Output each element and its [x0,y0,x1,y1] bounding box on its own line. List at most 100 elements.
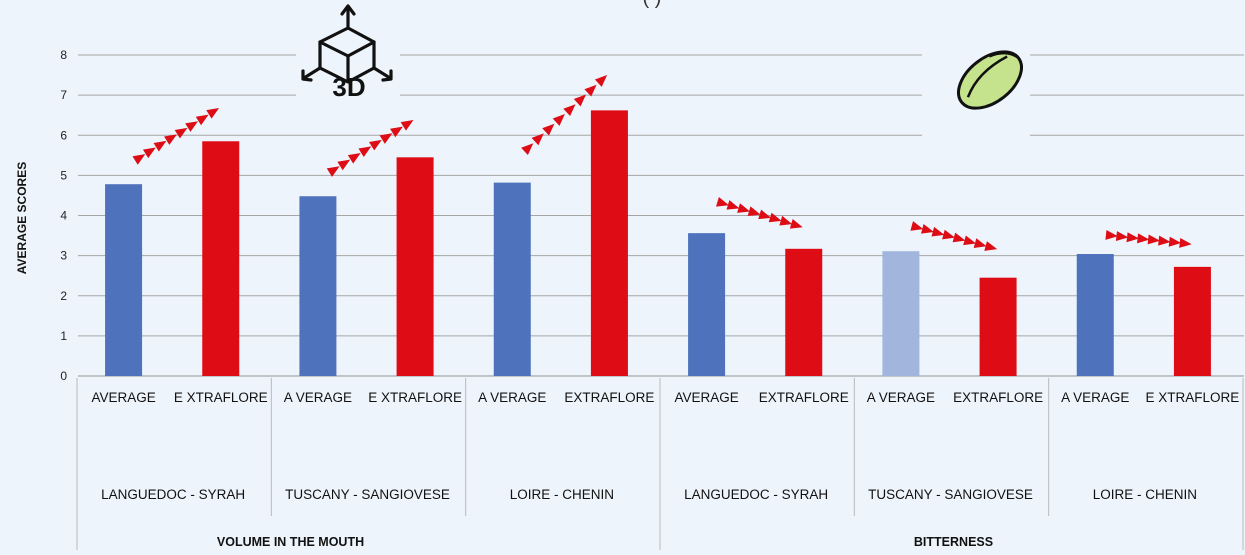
subgroup-label: LANGUEDOC - SYRAH [101,487,245,502]
bar [202,141,240,376]
trend-arrow-marker [521,143,534,156]
trend-arrow-marker [1147,234,1161,245]
bar-category-label: AVERAGE [91,390,155,405]
trend-arrow-marker [390,126,403,138]
trend-arrow-marker [984,241,998,251]
subgroup-label: TUSCANY - SANGIOVESE [285,487,450,502]
y-tick-label: 5 [60,168,67,182]
trend-arrow-marker [942,229,955,240]
y-axis-label: AVERAGE SCORES [15,162,29,274]
trend-arrow-marker [789,218,803,229]
bar [105,184,143,376]
bar-category-label: E XTRAFLORE [1146,390,1240,405]
trend-arrow-marker [594,75,608,87]
bar [396,157,434,376]
y-axis-ticks: 0 1 2 3 4 5 6 7 8 AVERAGE SCORES [15,48,67,383]
bar-category-label: A VERAGE [284,390,352,405]
y-tick-label: 1 [60,329,67,343]
trend-arrow-marker [542,123,555,136]
bar [1076,254,1114,376]
bar [590,110,628,376]
bar [979,277,1017,376]
bars [105,110,1211,376]
trend-arrow-marker [563,104,576,117]
trend-arrow-marker [358,146,372,158]
trend-arrow-marker [1179,237,1192,248]
trend-arrow-marker [758,209,772,220]
trend-arrow-marker [379,133,393,144]
trend-arrow-marker [584,84,597,97]
bar [1173,266,1211,376]
bar [493,182,531,376]
trend-arrow-marker [716,196,729,207]
trend-arrow-marker [1136,233,1150,244]
category-labels: AVERAGE E XTRAFLORE A VERAGE E XTRAFLORE A V… [91,390,1239,549]
trend-arrow-marker [142,147,156,159]
bar [882,251,920,376]
y-tick-label: 0 [60,369,67,383]
3d-label: 3D [332,72,365,102]
trend-arrow-marker [920,224,934,234]
trend-arrow-marker [768,212,782,223]
trend-arrow-marker [368,139,382,151]
y-tick-label: 4 [60,209,67,223]
trend-arrow-marker [552,114,565,126]
y-tick-label: 6 [60,128,67,142]
trend-arrow-marker [164,134,177,145]
trend-arrow-marker [963,235,977,246]
trend-arrow-marker [1105,229,1118,240]
bar-category-label: A VERAGE [867,390,935,405]
group-label: BITTERNESS [914,535,993,549]
trend-arrow-marker [195,114,209,126]
trend-arrow-marker [132,154,146,165]
trend-arrow-marker [779,215,793,226]
bar-category-label: EXTRAFLORE [759,390,849,405]
y-tick-label: 8 [60,48,67,62]
trend-arrow-marker [726,200,740,210]
bar-category-label: E XTRAFLORE [368,390,462,405]
gridlines [78,54,1244,377]
bar-category-label: AVERAGE [674,390,738,405]
trend-arrow-marker [737,203,751,213]
trend-arrow-marker [400,120,414,131]
subgroup-label: LANGUEDOC - SYRAH [684,487,828,502]
trend-arrow-marker [910,221,924,231]
y-tick-label: 3 [60,249,67,263]
subgroup-label: LOIRE - CHENIN [1093,487,1197,502]
trend-arrow-marker [1158,235,1171,246]
trend-arrow-marker [531,133,544,146]
trend-arrow-marker [573,94,587,107]
chart-title-fragment: ( ) [643,0,662,9]
group-label: VOLUME IN THE MOUTH [217,535,364,549]
trend-arrow-marker [1126,232,1139,243]
trend-arrow-marker [174,127,188,139]
subgroup-label: TUSCANY - SANGIOVESE [868,487,1033,502]
trend-arrow-marker [153,140,167,152]
trend-arrow-marker [206,108,220,119]
bar [688,233,726,376]
trend-arrow-marker [1168,236,1182,247]
trend-arrow-marker [952,232,966,243]
trend-arrow-marker [747,206,761,216]
bar-category-label: E XTRAFLORE [174,390,268,405]
y-tick-label: 2 [60,289,67,303]
trend-arrow-marker [337,159,351,171]
trend-arrows [132,75,1192,251]
bar-category-label: EXTRAFLORE [953,390,1043,405]
trend-arrow-marker [931,226,945,237]
3d-cube-icon: 3D [296,2,400,102]
trend-arrow-marker [347,153,361,164]
bar-category-label: EXTRAFLORE [564,390,654,405]
trend-arrow-marker [185,121,198,132]
category-dividers [76,378,1244,550]
trend-arrow-marker [1115,231,1129,242]
trend-arrow-marker [326,166,340,177]
trend-arrow-marker [973,238,987,248]
olive-icon [922,28,1030,136]
y-tick-label: 7 [60,88,67,102]
bar-category-label: A VERAGE [1061,390,1129,405]
subgroup-label: LOIRE - CHENIN [510,487,614,502]
bar [299,196,337,376]
